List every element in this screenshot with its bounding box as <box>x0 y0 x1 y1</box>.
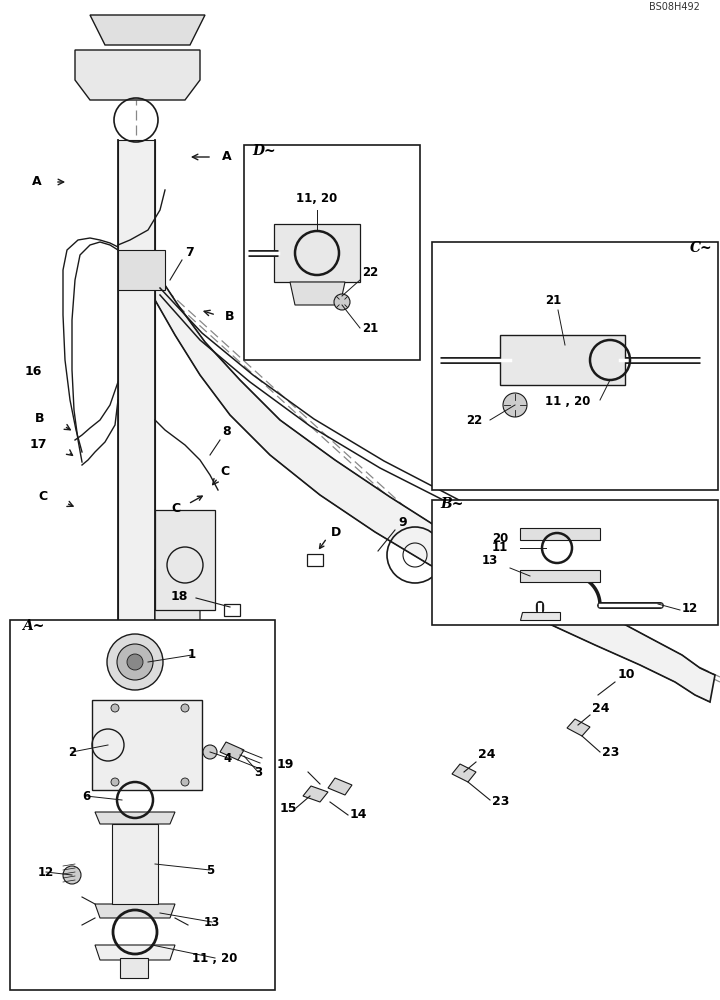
Text: 11: 11 <box>492 541 508 554</box>
Polygon shape <box>155 270 715 702</box>
Text: 3: 3 <box>254 766 262 778</box>
Bar <box>120 958 148 978</box>
Polygon shape <box>303 786 328 802</box>
Polygon shape <box>520 612 560 620</box>
Text: 21: 21 <box>545 294 561 307</box>
Text: 13: 13 <box>204 916 220 928</box>
Text: 15: 15 <box>280 802 297 815</box>
Text: 24: 24 <box>478 748 495 761</box>
Text: 20: 20 <box>492 532 508 545</box>
Text: 4: 4 <box>224 752 232 764</box>
Text: D: D <box>331 526 341 538</box>
Circle shape <box>127 654 143 670</box>
Polygon shape <box>290 282 345 305</box>
Bar <box>112 824 158 904</box>
Text: 10: 10 <box>618 668 636 681</box>
Text: A~: A~ <box>22 619 45 633</box>
Text: BS08H492: BS08H492 <box>649 2 700 12</box>
Text: B: B <box>35 412 45 425</box>
Polygon shape <box>95 812 175 824</box>
Polygon shape <box>328 778 352 795</box>
Polygon shape <box>95 904 175 918</box>
Polygon shape <box>75 50 200 100</box>
Text: 24: 24 <box>592 702 610 715</box>
Circle shape <box>503 393 527 417</box>
Bar <box>307 554 323 566</box>
Text: 17: 17 <box>30 438 48 451</box>
Polygon shape <box>567 719 590 736</box>
Bar <box>92 700 202 790</box>
Polygon shape <box>274 224 360 282</box>
Bar <box>224 604 240 616</box>
Text: D: D <box>246 628 256 641</box>
Text: D~: D~ <box>252 144 276 158</box>
Text: C: C <box>38 490 47 503</box>
Text: 11, 20: 11, 20 <box>297 192 338 205</box>
Text: 19: 19 <box>276 758 294 771</box>
Polygon shape <box>220 742 244 760</box>
Text: 18: 18 <box>171 590 188 603</box>
Polygon shape <box>452 764 476 782</box>
Bar <box>244 145 420 360</box>
Circle shape <box>334 294 350 310</box>
Text: C: C <box>171 502 180 514</box>
Bar <box>500 335 625 385</box>
Text: C~: C~ <box>690 241 713 255</box>
Text: 6: 6 <box>82 790 90 802</box>
Polygon shape <box>95 945 175 960</box>
Text: B: B <box>225 310 235 323</box>
Text: 5: 5 <box>206 863 214 876</box>
Text: 8: 8 <box>222 425 230 438</box>
Circle shape <box>111 778 119 786</box>
Text: 16: 16 <box>25 365 42 378</box>
Text: 12: 12 <box>682 602 698 615</box>
Polygon shape <box>90 15 205 45</box>
Text: 12: 12 <box>38 865 54 879</box>
Bar <box>432 242 718 490</box>
Text: A: A <box>222 150 232 163</box>
Text: 13: 13 <box>482 554 498 567</box>
Text: 2: 2 <box>68 746 76 758</box>
Circle shape <box>63 866 81 884</box>
Polygon shape <box>118 555 200 690</box>
Polygon shape <box>118 250 165 290</box>
Circle shape <box>181 778 189 786</box>
Text: C: C <box>220 465 229 478</box>
Circle shape <box>181 704 189 712</box>
Circle shape <box>111 704 119 712</box>
Text: B~: B~ <box>440 497 464 511</box>
Bar <box>10 620 275 990</box>
Polygon shape <box>520 570 600 582</box>
Text: 11 , 20: 11 , 20 <box>544 395 590 408</box>
Polygon shape <box>520 528 600 540</box>
Text: 7: 7 <box>185 246 194 259</box>
Text: 14: 14 <box>350 808 367 821</box>
Text: 22: 22 <box>362 266 378 279</box>
Bar <box>432 500 718 625</box>
Circle shape <box>107 634 163 690</box>
Bar <box>118 140 155 690</box>
Circle shape <box>117 644 153 680</box>
Polygon shape <box>155 510 215 610</box>
Text: 23: 23 <box>492 795 509 808</box>
Text: 22: 22 <box>466 414 482 427</box>
Circle shape <box>203 745 217 759</box>
Text: 11 , 20: 11 , 20 <box>192 952 238 964</box>
Text: A: A <box>32 175 42 188</box>
Text: 23: 23 <box>602 746 619 759</box>
Text: 21: 21 <box>362 322 378 335</box>
Text: 1: 1 <box>188 648 196 662</box>
Text: 9: 9 <box>398 516 407 529</box>
